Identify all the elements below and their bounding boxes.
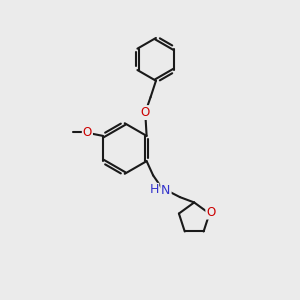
Text: O: O [206, 206, 215, 219]
Text: O: O [141, 106, 150, 119]
Text: H: H [149, 184, 159, 196]
Text: N: N [161, 184, 171, 197]
Text: O: O [83, 126, 92, 139]
